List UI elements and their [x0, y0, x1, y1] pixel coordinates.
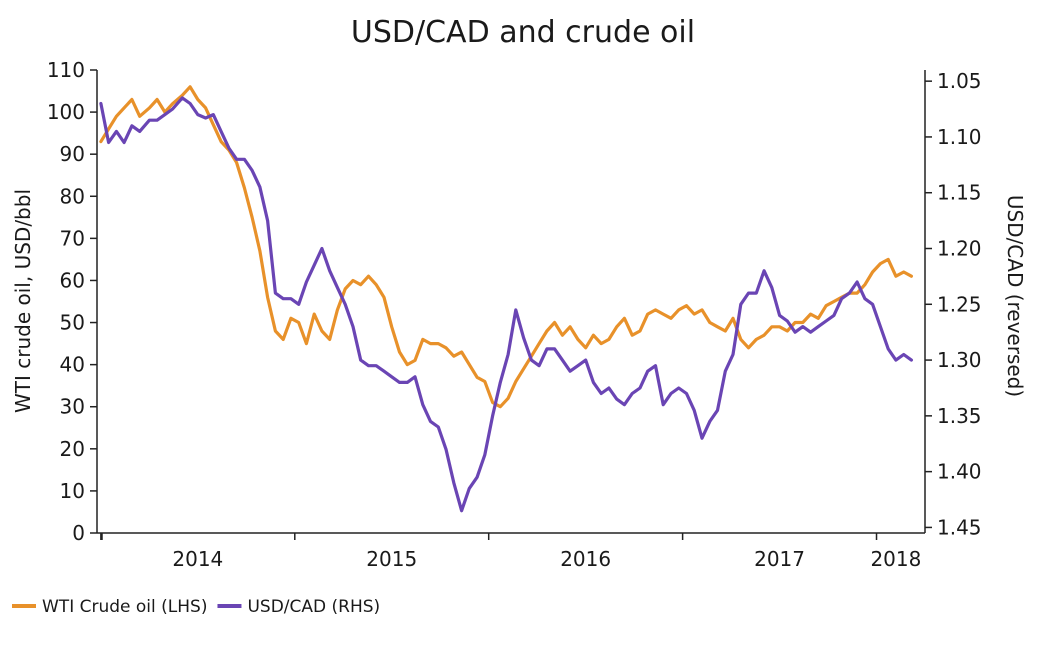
left-tick-label: 110 — [47, 58, 85, 82]
x-tick-label: 2018 — [870, 547, 921, 571]
left-tick-label: 70 — [60, 226, 85, 250]
left-tick-label: 0 — [72, 521, 85, 545]
right-tick-label: 1.40 — [937, 460, 982, 484]
left-tick-label: 60 — [60, 268, 85, 292]
x-tick-label: 2014 — [172, 547, 223, 571]
right-tick-label: 1.10 — [937, 125, 982, 149]
chart-title: USD/CAD and crude oil — [351, 15, 695, 50]
right-y-ticks: 1.05 1.10 1.15 1.20 1.25 1.30 1.35 1.40 1.45 — [925, 69, 982, 539]
left-tick-label: 40 — [60, 353, 85, 377]
series-line-wti — [99, 85, 914, 409]
x-ticks: 2014 2015 2016 2017 2018 — [100, 533, 921, 571]
x-tick-label: 2015 — [366, 547, 417, 571]
left-tick-label: 100 — [47, 100, 85, 124]
left-tick-label: 80 — [60, 184, 85, 208]
right-tick-label: 1.45 — [937, 515, 982, 539]
x-tick-label: 2016 — [560, 547, 611, 571]
right-axis-title: USD/CAD (reversed) — [1003, 195, 1027, 397]
left-tick-label: 50 — [60, 311, 85, 335]
series-layer — [99, 85, 914, 513]
legend-label-usdcad: USD/CAD (RHS) — [247, 597, 380, 617]
right-tick-label: 1.20 — [937, 237, 982, 261]
left-axis-title: WTI crude oil, USD/bbl — [11, 189, 35, 413]
left-tick-label: 20 — [60, 437, 85, 461]
left-tick-label: 30 — [60, 395, 85, 419]
legend: WTI Crude oil (LHS) USD/CAD (RHS) — [12, 597, 380, 617]
right-tick-label: 1.15 — [937, 181, 982, 205]
right-tick-label: 1.05 — [937, 69, 982, 93]
right-tick-label: 1.35 — [937, 404, 982, 428]
right-tick-label: 1.30 — [937, 348, 982, 372]
x-tick-label: 2017 — [754, 547, 805, 571]
left-tick-label: 10 — [60, 479, 85, 503]
right-tick-label: 1.25 — [937, 292, 982, 316]
legend-label-wti: WTI Crude oil (LHS) — [42, 597, 207, 617]
left-tick-label: 90 — [60, 142, 85, 166]
series-line-usdcad — [99, 96, 914, 513]
left-y-ticks: 0 10 20 30 40 50 60 70 80 90 100 110 — [47, 58, 97, 545]
